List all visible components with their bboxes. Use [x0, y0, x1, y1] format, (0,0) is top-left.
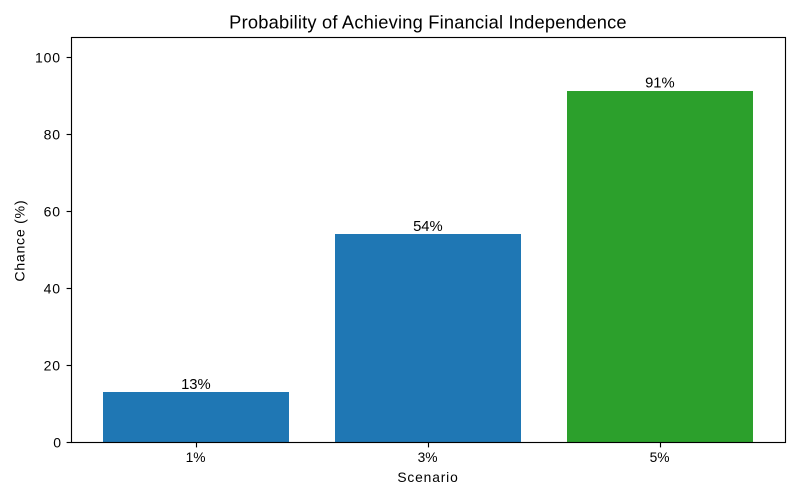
svg-text:Probability of Achieving Finan: Probability of Achieving Financial Indep…	[229, 12, 627, 33]
svg-text:20: 20	[44, 357, 61, 373]
svg-text:1%: 1%	[186, 450, 206, 465]
svg-text:3%: 3%	[418, 450, 438, 465]
svg-text:13%: 13%	[181, 377, 211, 393]
svg-text:54%: 54%	[413, 219, 443, 235]
svg-text:80: 80	[44, 126, 61, 142]
svg-text:60: 60	[44, 203, 61, 219]
svg-text:Scenario: Scenario	[397, 470, 458, 485]
svg-text:0: 0	[53, 434, 61, 450]
svg-text:40: 40	[44, 280, 61, 296]
svg-text:Chance (%): Chance (%)	[13, 200, 29, 282]
svg-text:100: 100	[35, 49, 61, 65]
svg-text:5%: 5%	[650, 450, 670, 465]
svg-text:91%: 91%	[645, 76, 675, 92]
